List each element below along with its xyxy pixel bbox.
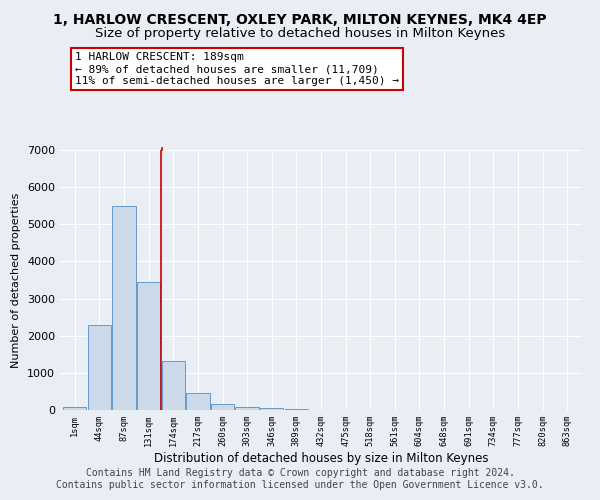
Text: 1, HARLOW CRESCENT, OXLEY PARK, MILTON KEYNES, MK4 4EP: 1, HARLOW CRESCENT, OXLEY PARK, MILTON K… <box>53 12 547 26</box>
Text: Size of property relative to detached houses in Milton Keynes: Size of property relative to detached ho… <box>95 28 505 40</box>
Bar <box>186 392 209 410</box>
Bar <box>211 404 234 410</box>
Bar <box>88 326 111 410</box>
Text: Contains HM Land Registry data © Crown copyright and database right 2024.
Contai: Contains HM Land Registry data © Crown c… <box>56 468 544 490</box>
Bar <box>137 282 160 410</box>
Bar <box>112 206 136 410</box>
Bar <box>63 407 86 410</box>
Text: 1 HARLOW CRESCENT: 189sqm
← 89% of detached houses are smaller (11,709)
11% of s: 1 HARLOW CRESCENT: 189sqm ← 89% of detac… <box>75 52 399 86</box>
Y-axis label: Number of detached properties: Number of detached properties <box>11 192 22 368</box>
Bar <box>260 408 283 410</box>
Bar <box>235 406 259 410</box>
Bar <box>161 361 185 410</box>
X-axis label: Distribution of detached houses by size in Milton Keynes: Distribution of detached houses by size … <box>154 452 488 465</box>
